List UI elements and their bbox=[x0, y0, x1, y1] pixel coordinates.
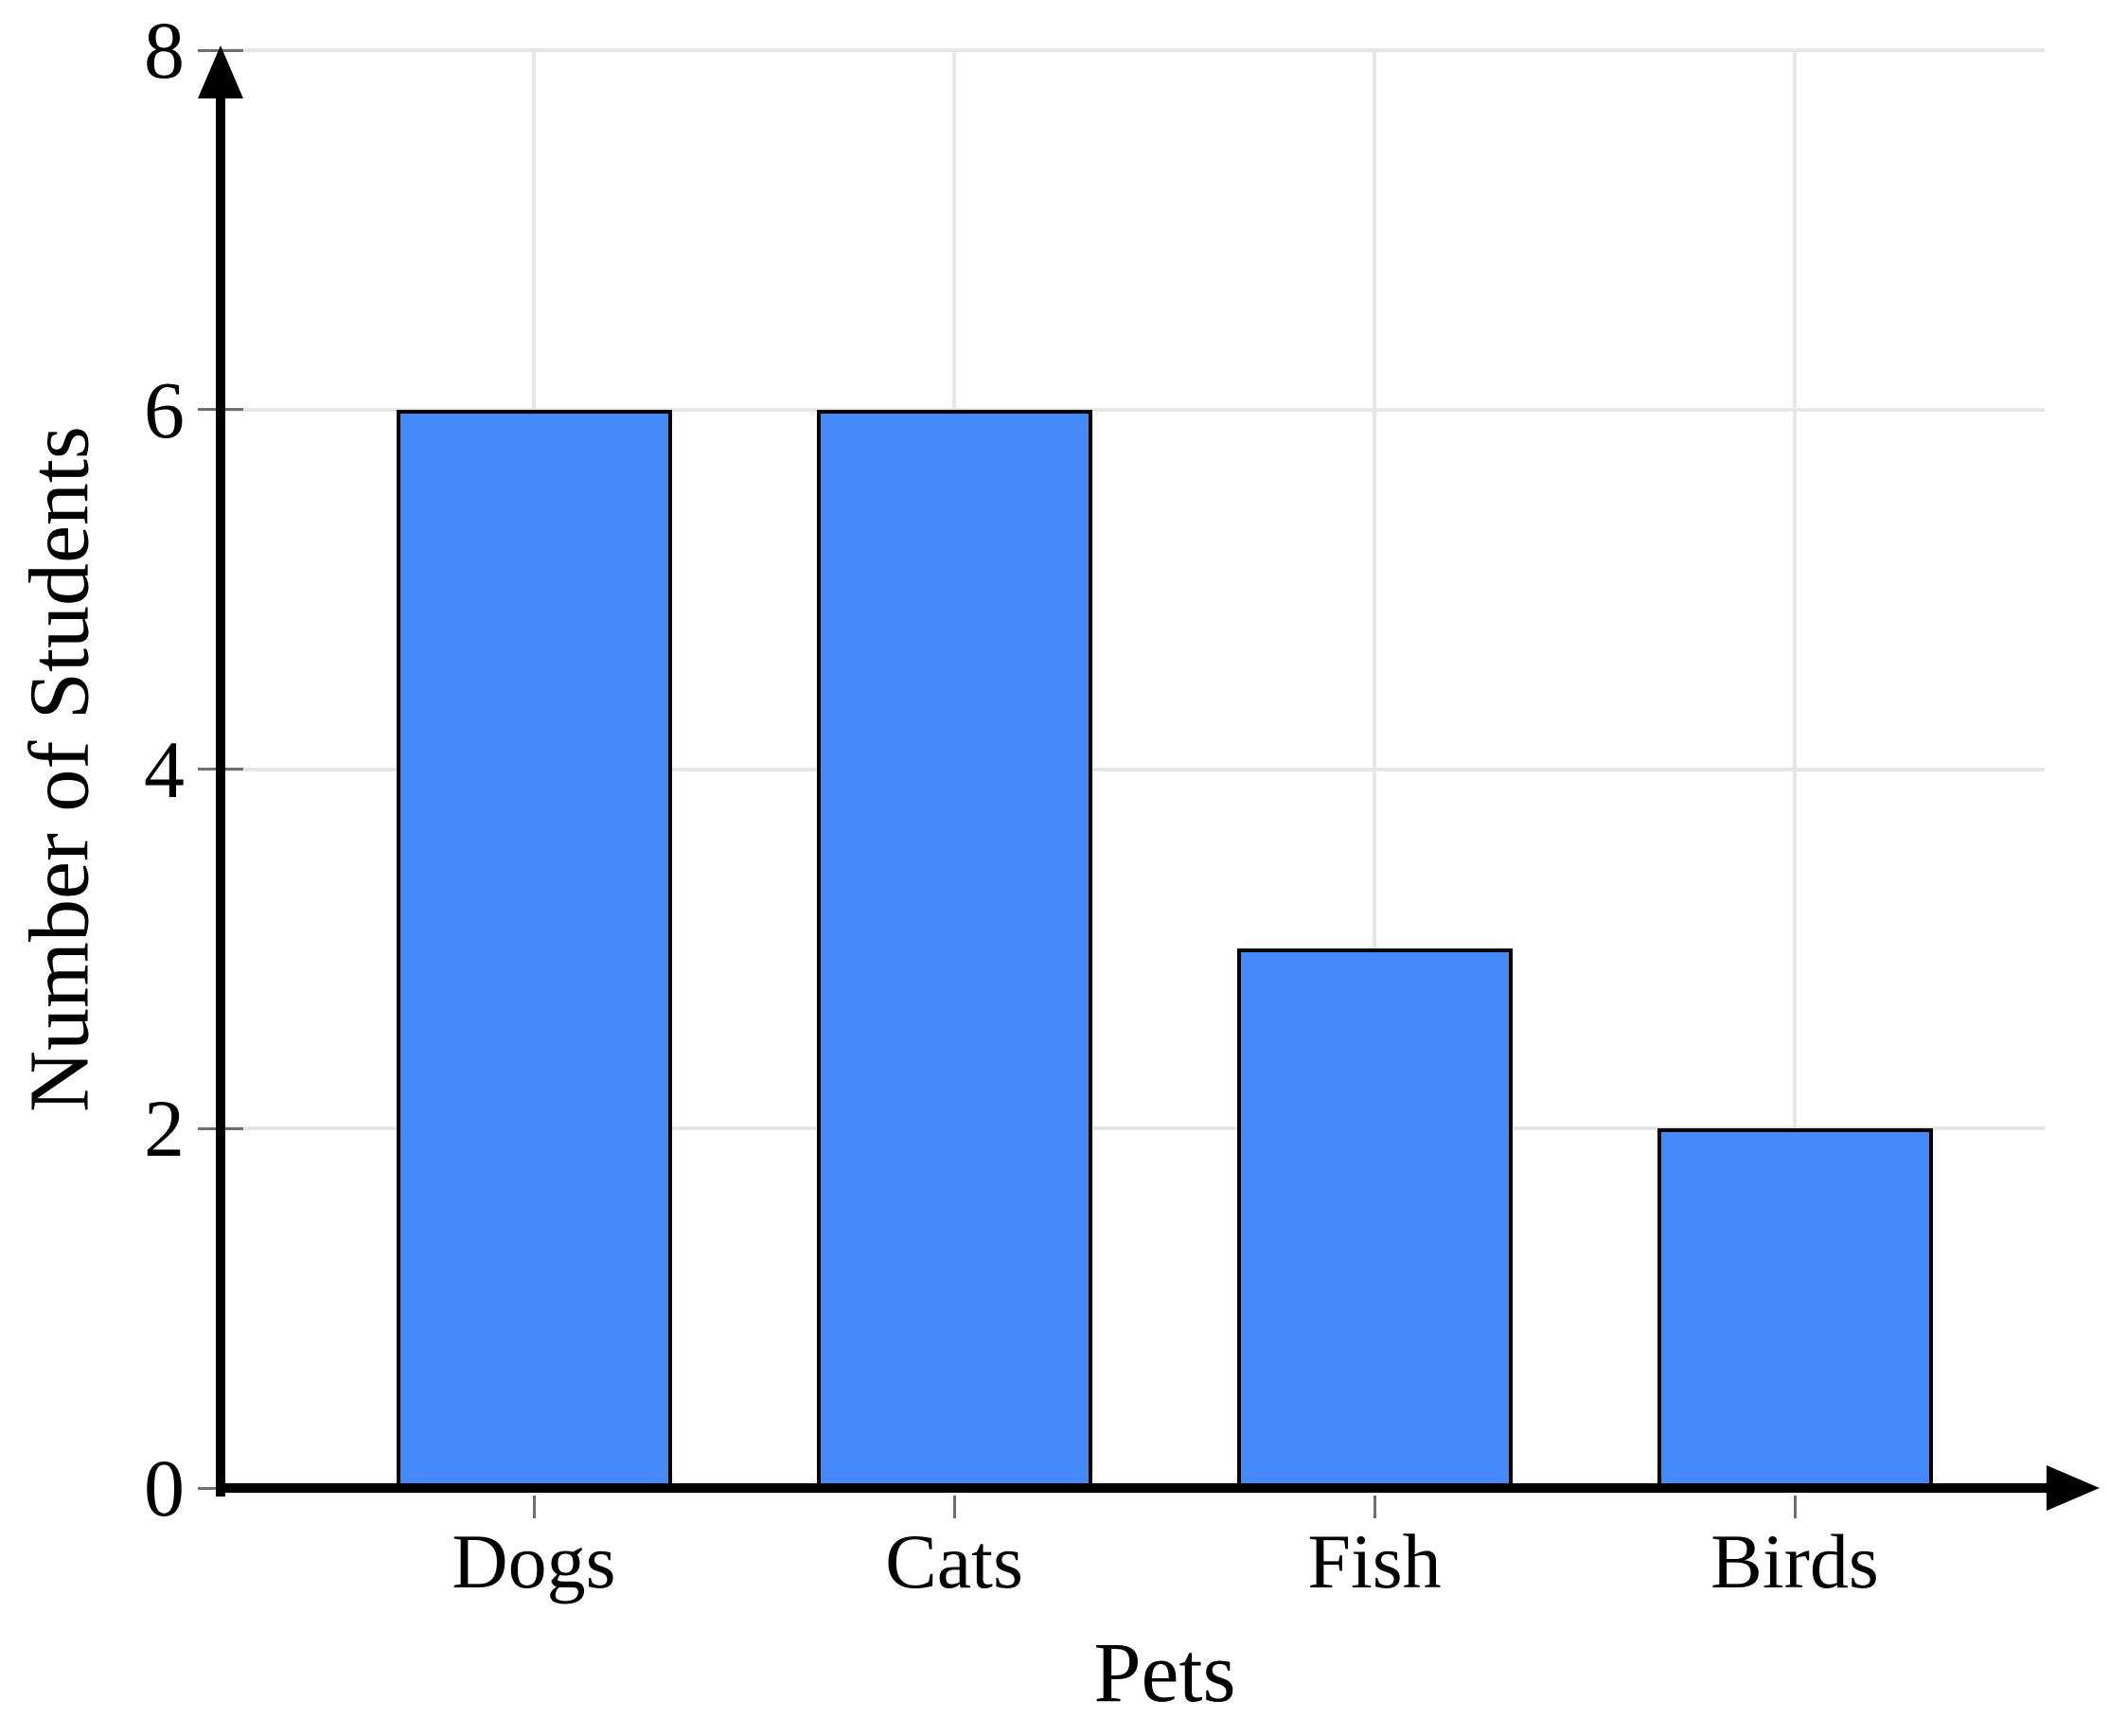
x-tick-birds bbox=[1793, 1496, 1797, 1518]
gridline-v-fish bbox=[1373, 50, 1376, 1488]
x-tick-fish bbox=[1373, 1496, 1376, 1518]
y-axis-title: Number of Students bbox=[12, 426, 107, 1112]
y-tick-label-8: 8 bbox=[144, 5, 185, 96]
gridline-h-4 bbox=[221, 767, 2045, 771]
bar-birds bbox=[1657, 1128, 1933, 1488]
x-category-label-fish: Fish bbox=[1307, 1518, 1442, 1604]
bar-dogs bbox=[396, 409, 672, 1488]
bar-cats bbox=[816, 409, 1092, 1488]
x-tick-dogs bbox=[532, 1496, 536, 1518]
y-tick-label-2: 2 bbox=[144, 1083, 185, 1175]
y-axis-arrowhead-icon bbox=[198, 45, 243, 98]
y-tick-label-0: 0 bbox=[144, 1443, 185, 1533]
x-axis-arrowhead-icon bbox=[2047, 1465, 2100, 1511]
x-axis-title: Pets bbox=[1093, 1626, 1236, 1720]
gridline-h-8 bbox=[221, 48, 2045, 52]
y-tick-label-4: 4 bbox=[144, 723, 185, 815]
x-category-label-cats: Cats bbox=[885, 1518, 1023, 1604]
x-axis-line bbox=[216, 1483, 2056, 1493]
y-axis-line bbox=[216, 57, 225, 1497]
bar-fish bbox=[1236, 948, 1513, 1488]
x-category-label-birds: Birds bbox=[1710, 1518, 1879, 1604]
x-category-label-dogs: Dogs bbox=[452, 1518, 616, 1604]
x-tick-cats bbox=[952, 1496, 956, 1518]
y-tick-label-6: 6 bbox=[144, 363, 185, 455]
gridline-h-6 bbox=[221, 407, 2045, 412]
gridline-h-2 bbox=[221, 1126, 2045, 1131]
gridline-v-birds bbox=[1793, 50, 1797, 1488]
